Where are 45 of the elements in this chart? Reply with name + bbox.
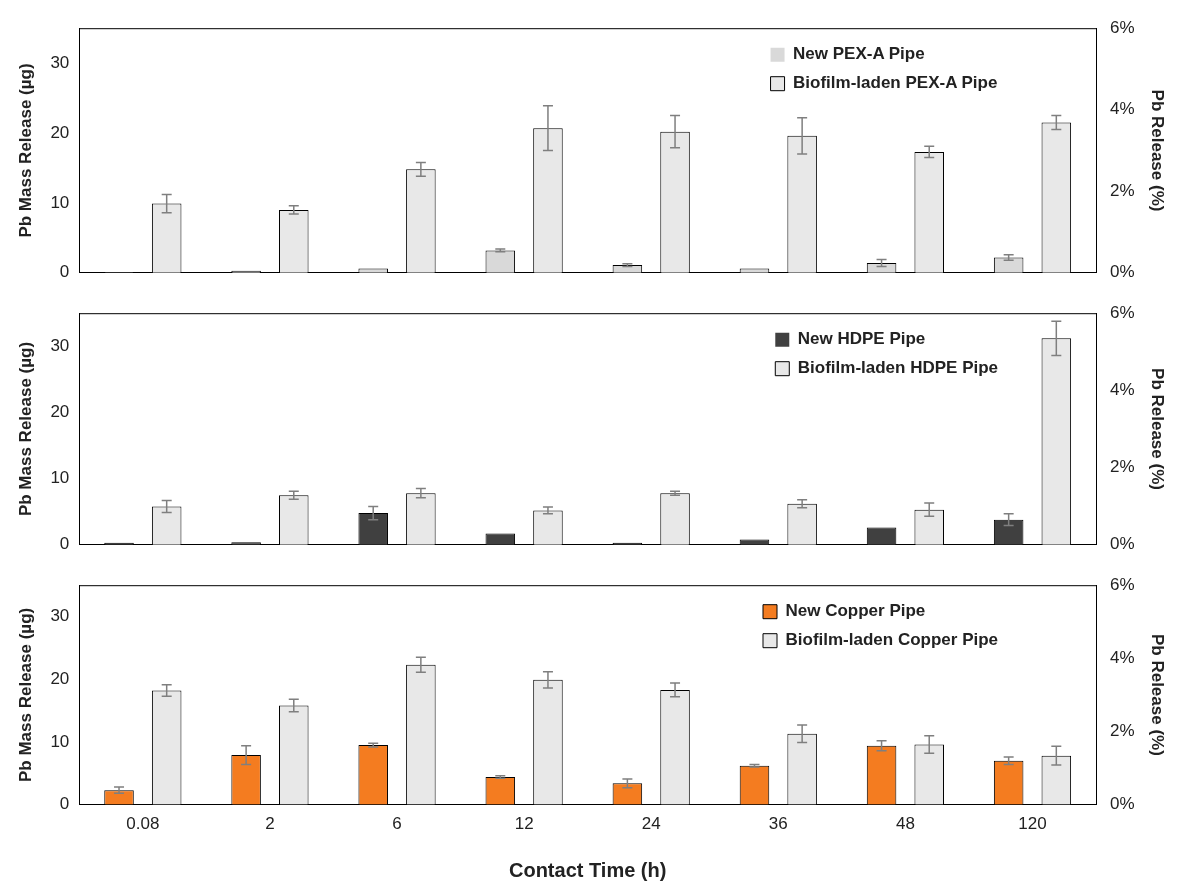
y2-axis-title: Pb Release (%) xyxy=(1148,633,1168,756)
y2-tick-label: 0% xyxy=(1110,534,1135,554)
y-axis-title: Pb Mass Release (µg) xyxy=(15,341,35,517)
y2-tick-label: 0% xyxy=(1110,262,1135,282)
y-tick-label: 0 xyxy=(59,794,70,814)
legend-label: Biofilm-laden HDPE Pipe xyxy=(797,358,999,378)
legend-label: New Copper Pipe xyxy=(785,601,926,621)
y-axis-title: Pb Mass Release (µg) xyxy=(15,63,35,238)
y-tick-label: 10 xyxy=(50,731,70,751)
y2-tick-label: 4% xyxy=(1110,99,1135,119)
x-tick-label: 48 xyxy=(895,814,915,834)
y-tick-label: 20 xyxy=(50,122,70,142)
y2-axis-title: Pb Release (%) xyxy=(1148,89,1168,212)
x-axis-title: Contact Time (h) xyxy=(508,858,667,881)
legend-label: New PEX-A Pipe xyxy=(793,44,925,64)
y-tick-label: 10 xyxy=(50,468,70,488)
y-axis-title: Pb Mass Release (µg) xyxy=(15,607,35,782)
y2-tick-label: 4% xyxy=(1110,648,1135,668)
y-tick-label: 0 xyxy=(59,262,70,282)
y-tick-label: 30 xyxy=(50,606,70,626)
y2-tick-label: 0% xyxy=(1110,794,1135,814)
y2-tick-label: 6% xyxy=(1110,17,1135,37)
y2-tick-label: 6% xyxy=(1110,574,1135,594)
y2-tick-label: 2% xyxy=(1110,180,1135,200)
x-tick-label: 12 xyxy=(514,814,534,834)
y-tick-label: 10 xyxy=(50,192,70,212)
y2-tick-label: 6% xyxy=(1110,302,1135,322)
y-tick-label: 30 xyxy=(50,52,70,72)
y-tick-label: 30 xyxy=(50,335,70,355)
y2-tick-label: 2% xyxy=(1110,721,1135,741)
x-tick-label: 0.08 xyxy=(126,814,160,834)
y-tick-label: 20 xyxy=(50,668,70,688)
x-tick-label: 24 xyxy=(641,814,661,834)
legend-label: New HDPE Pipe xyxy=(797,329,926,349)
x-tick-label: 6 xyxy=(392,814,402,834)
legend-label: Biofilm-laden PEX-A Pipe xyxy=(793,73,998,93)
y2-tick-label: 4% xyxy=(1110,380,1135,400)
y-tick-label: 20 xyxy=(50,402,70,422)
y2-tick-label: 2% xyxy=(1110,457,1135,477)
legend-label: Biofilm-laden Copper Pipe xyxy=(785,630,999,650)
x-tick-label: 2 xyxy=(265,814,275,834)
x-tick-label: 36 xyxy=(768,814,788,834)
x-tick-label: 120 xyxy=(1018,814,1047,834)
y2-axis-title: Pb Release (%) xyxy=(1148,368,1168,490)
y-tick-label: 0 xyxy=(59,534,70,554)
